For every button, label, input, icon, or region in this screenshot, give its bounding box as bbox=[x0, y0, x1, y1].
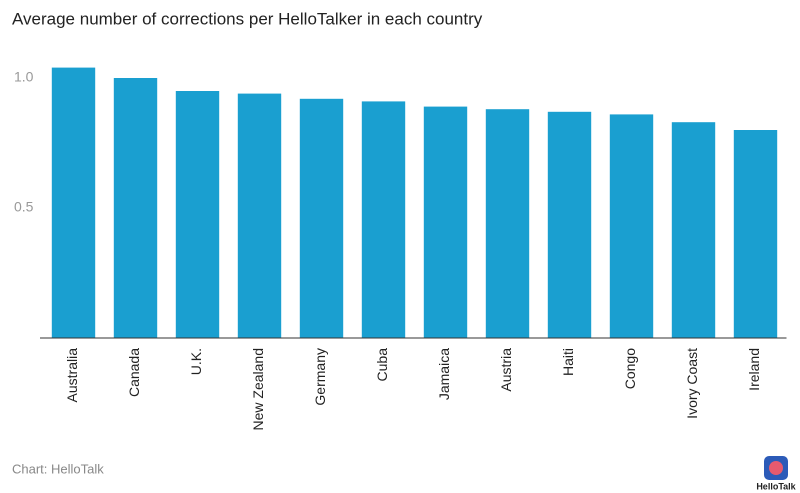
logo-text: HelloTalk bbox=[756, 481, 796, 491]
x-tick-label: Cuba bbox=[374, 348, 390, 382]
bar bbox=[361, 101, 406, 339]
x-tick-label: Canada bbox=[126, 348, 142, 397]
y-tick-label: 1.0 bbox=[14, 69, 34, 85]
x-tick-label: New Zealand bbox=[250, 348, 266, 431]
bar bbox=[423, 106, 468, 338]
source: Chart: HelloTalk bbox=[12, 461, 104, 476]
bar bbox=[609, 114, 654, 339]
x-tick-label: U.K. bbox=[188, 348, 204, 375]
bar bbox=[671, 122, 716, 338]
bar bbox=[51, 67, 96, 338]
x-tick-label: Austria bbox=[498, 348, 514, 392]
bar bbox=[547, 111, 592, 338]
chart-title: Average number of corrections per HelloT… bbox=[12, 9, 483, 28]
bar bbox=[175, 91, 220, 338]
x-tick-label: Germany bbox=[312, 348, 328, 406]
x-tick-label: Haiti bbox=[560, 348, 576, 376]
x-tick-label: Jamaica bbox=[436, 348, 452, 400]
bar bbox=[485, 109, 530, 338]
bar bbox=[733, 130, 778, 338]
bar bbox=[237, 93, 282, 338]
bar bbox=[113, 78, 158, 338]
x-tick-label: Australia bbox=[64, 348, 80, 403]
x-tick-label: Ivory Coast bbox=[684, 348, 700, 419]
y-tick-label: 0.5 bbox=[14, 199, 34, 215]
x-tick-label: Ireland bbox=[746, 348, 762, 391]
x-tick-label: Congo bbox=[622, 348, 638, 389]
logo-icon-dot bbox=[769, 461, 783, 475]
bar bbox=[299, 98, 344, 338]
